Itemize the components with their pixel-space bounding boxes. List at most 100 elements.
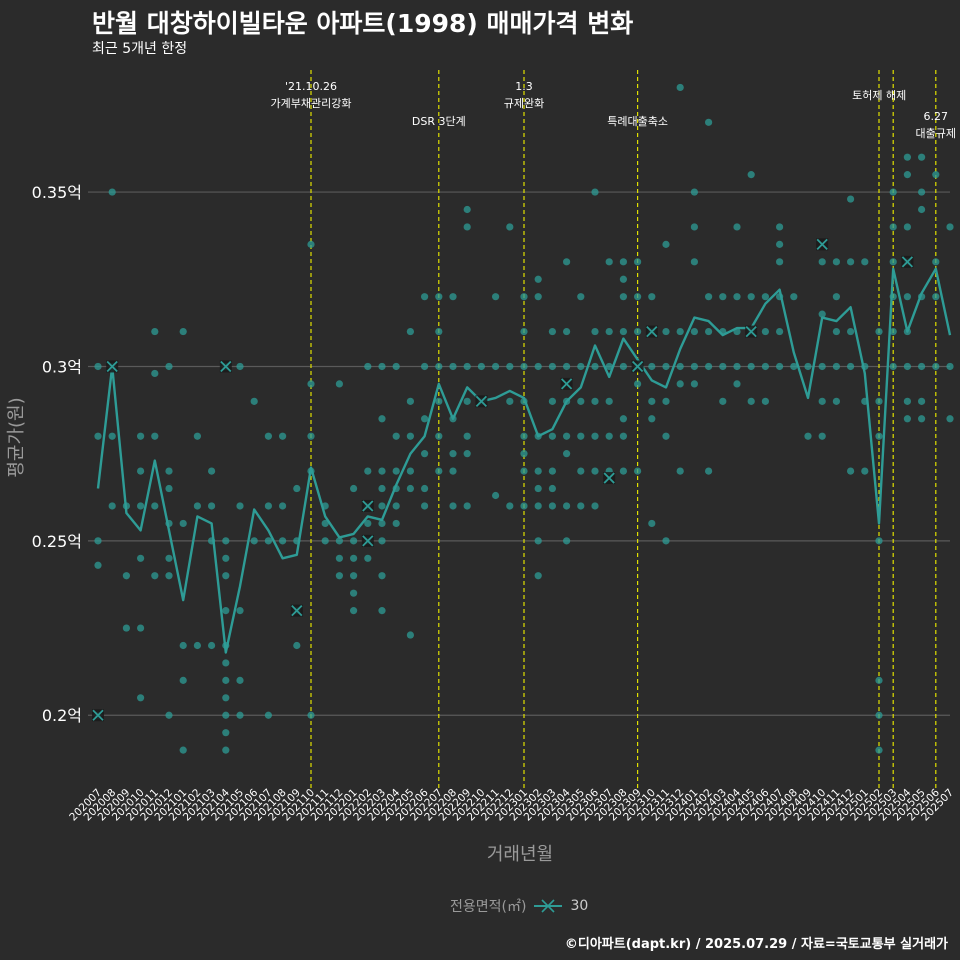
y-axis-title: 평균가(원) xyxy=(6,397,27,477)
transaction-point xyxy=(662,362,670,371)
event-label: 가계부채관리강화 xyxy=(271,97,352,110)
highlight-marker-stroke xyxy=(92,709,104,721)
transaction-point xyxy=(591,188,599,196)
transaction-point xyxy=(406,432,414,440)
highlight-marker xyxy=(645,325,658,338)
transaction-point xyxy=(307,240,315,248)
highlight-marker xyxy=(290,604,303,617)
transaction-point xyxy=(477,362,485,371)
transaction-point xyxy=(392,502,400,510)
transaction-point xyxy=(591,397,599,405)
event-label: 토허제 해제 xyxy=(852,88,906,102)
transaction-point xyxy=(577,502,585,510)
transaction-point xyxy=(378,607,386,615)
transaction-point xyxy=(307,432,315,440)
transaction-point xyxy=(165,484,173,493)
transaction-point xyxy=(506,223,514,231)
transaction-point xyxy=(321,519,329,528)
transaction-point xyxy=(747,362,755,371)
transaction-point xyxy=(619,415,628,423)
transaction-point xyxy=(520,467,528,475)
highlight-marker-stroke xyxy=(475,395,488,407)
transaction-point xyxy=(534,275,542,283)
transaction-point xyxy=(761,327,770,336)
highlight-marker-stroke xyxy=(220,360,232,373)
transaction-point xyxy=(747,397,755,405)
transaction-point xyxy=(662,397,670,405)
transaction-point xyxy=(378,519,386,528)
transaction-point xyxy=(662,327,670,336)
transaction-point xyxy=(832,327,841,336)
transaction-point xyxy=(648,293,656,301)
highlight-marker-stroke xyxy=(631,360,644,373)
transaction-point xyxy=(534,362,542,371)
transaction-point xyxy=(605,327,613,336)
transaction-point xyxy=(463,362,471,371)
transaction-point xyxy=(392,432,400,440)
event-label: 대출규제 xyxy=(916,127,956,140)
transaction-point xyxy=(264,537,272,545)
highlight-marker-stroke xyxy=(745,325,757,338)
transaction-point xyxy=(137,694,145,702)
transaction-point xyxy=(449,293,457,301)
highlight-marker-stroke xyxy=(291,604,303,617)
transaction-point xyxy=(761,293,770,301)
transaction-point xyxy=(875,676,883,684)
transaction-point xyxy=(804,432,812,440)
transaction-point xyxy=(903,153,912,161)
transaction-point xyxy=(534,467,542,475)
transaction-point xyxy=(222,607,230,615)
transaction-point xyxy=(94,362,102,371)
transaction-point xyxy=(293,641,301,650)
transaction-point xyxy=(889,258,897,266)
transaction-point xyxy=(634,258,642,266)
transaction-point xyxy=(378,362,386,371)
transaction-point xyxy=(463,397,471,405)
transaction-point xyxy=(548,502,557,510)
transaction-point xyxy=(165,572,173,580)
transaction-point xyxy=(634,467,642,475)
highlight-marker xyxy=(106,360,119,373)
transaction-point xyxy=(889,362,897,371)
transaction-point xyxy=(463,502,471,510)
transaction-point xyxy=(108,502,116,510)
transaction-point xyxy=(392,519,400,528)
line-layer xyxy=(96,267,952,654)
transaction-point xyxy=(591,362,599,371)
transaction-point xyxy=(193,641,201,650)
transaction-point xyxy=(690,223,699,231)
transaction-point xyxy=(151,432,159,440)
transaction-point xyxy=(236,711,244,719)
transaction-point xyxy=(847,362,855,371)
transaction-point xyxy=(719,397,727,405)
transaction-point xyxy=(179,519,187,528)
transaction-point xyxy=(563,432,571,440)
chart-title: 반월 대창하이빌타운 아파트(1998) 매매가격 변화 xyxy=(92,9,634,38)
transaction-point xyxy=(648,362,656,371)
transaction-point xyxy=(563,450,571,458)
transaction-point xyxy=(747,293,755,301)
transaction-point xyxy=(918,362,926,371)
transaction-point xyxy=(619,327,628,336)
transaction-point xyxy=(222,572,230,580)
transaction-point xyxy=(151,369,159,378)
transaction-point xyxy=(94,561,102,569)
highlight-marker-stroke xyxy=(362,535,374,547)
transaction-point xyxy=(222,746,230,754)
event-label: 특례대출축소 xyxy=(607,115,668,128)
transaction-point xyxy=(918,205,926,214)
highlight-marker xyxy=(219,360,232,373)
transaction-point xyxy=(165,554,173,562)
transaction-point xyxy=(676,380,684,388)
transaction-point xyxy=(94,537,102,545)
transaction-point xyxy=(151,502,159,510)
transaction-point xyxy=(676,83,684,92)
y-tick-label: 0.3억 xyxy=(42,357,82,376)
transaction-point xyxy=(577,293,585,301)
transaction-point xyxy=(847,195,855,203)
transaction-point xyxy=(619,362,628,371)
highlight-marker xyxy=(816,238,829,251)
transaction-point xyxy=(591,432,599,440)
transaction-point xyxy=(492,491,500,500)
